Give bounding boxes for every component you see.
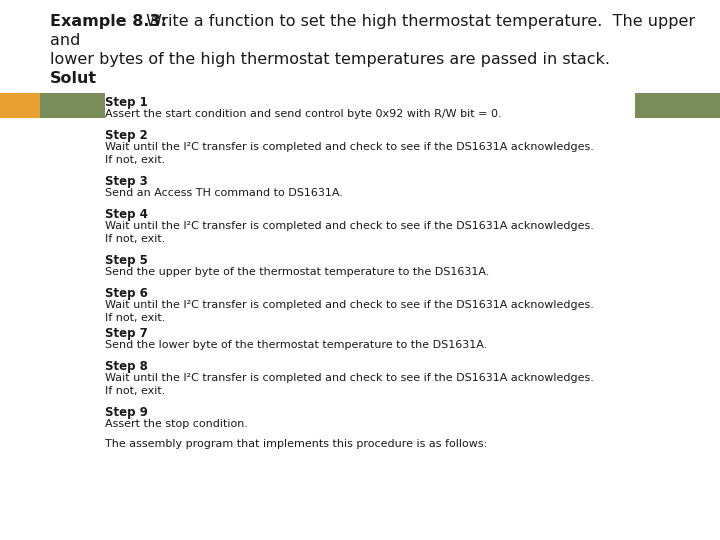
- Text: Step 2: Step 2: [105, 129, 148, 142]
- Bar: [635, 93, 720, 118]
- Text: If not, exit.: If not, exit.: [105, 386, 166, 396]
- Text: Step 4: Step 4: [105, 208, 148, 221]
- Text: Step 1: Step 1: [105, 96, 148, 109]
- Text: Assert the stop condition.: Assert the stop condition.: [105, 419, 248, 429]
- Bar: [40, 93, 105, 118]
- Text: Wait until the I²C transfer is completed and check to see if the DS1631A acknowl: Wait until the I²C transfer is completed…: [105, 300, 594, 310]
- Text: and: and: [50, 33, 81, 48]
- Text: Step 6: Step 6: [105, 287, 148, 300]
- Text: Step 8: Step 8: [105, 360, 148, 373]
- Text: Send an Access TH command to DS1631A.: Send an Access TH command to DS1631A.: [105, 188, 343, 198]
- Text: Step 3: Step 3: [105, 175, 148, 188]
- Text: Assert the start condition and send control byte 0x92 with R/W bit = 0.: Assert the start condition and send cont…: [105, 109, 502, 119]
- Text: Step 7: Step 7: [105, 327, 148, 340]
- Text: lower bytes of the high thermostat temperatures are passed in stack.: lower bytes of the high thermostat tempe…: [50, 52, 610, 67]
- Text: The assembly program that implements this procedure is as follows:: The assembly program that implements thi…: [105, 439, 487, 449]
- Text: Step 5: Step 5: [105, 254, 148, 267]
- Text: If not, exit.: If not, exit.: [105, 313, 166, 323]
- Text: Example 8.3:: Example 8.3:: [50, 14, 167, 29]
- Bar: [0, 93, 40, 118]
- Text: Send the upper byte of the thermostat temperature to the DS1631A.: Send the upper byte of the thermostat te…: [105, 267, 490, 277]
- Text: Solut: Solut: [50, 71, 97, 86]
- Text: Send the lower byte of the thermostat temperature to the DS1631A.: Send the lower byte of the thermostat te…: [105, 340, 487, 350]
- Text: If not, exit.: If not, exit.: [105, 234, 166, 244]
- Text: Step 9: Step 9: [105, 406, 148, 419]
- Text: If not, exit.: If not, exit.: [105, 155, 166, 165]
- Text: Wait until the I²C transfer is completed and check to see if the DS1631A acknowl: Wait until the I²C transfer is completed…: [105, 142, 594, 152]
- Text: Wait until the I²C transfer is completed and check to see if the DS1631A acknowl: Wait until the I²C transfer is completed…: [105, 221, 594, 231]
- Text: Write a function to set the high thermostat temperature.  The upper: Write a function to set the high thermos…: [141, 14, 695, 29]
- Text: Wait until the I²C transfer is completed and check to see if the DS1631A acknowl: Wait until the I²C transfer is completed…: [105, 373, 594, 383]
